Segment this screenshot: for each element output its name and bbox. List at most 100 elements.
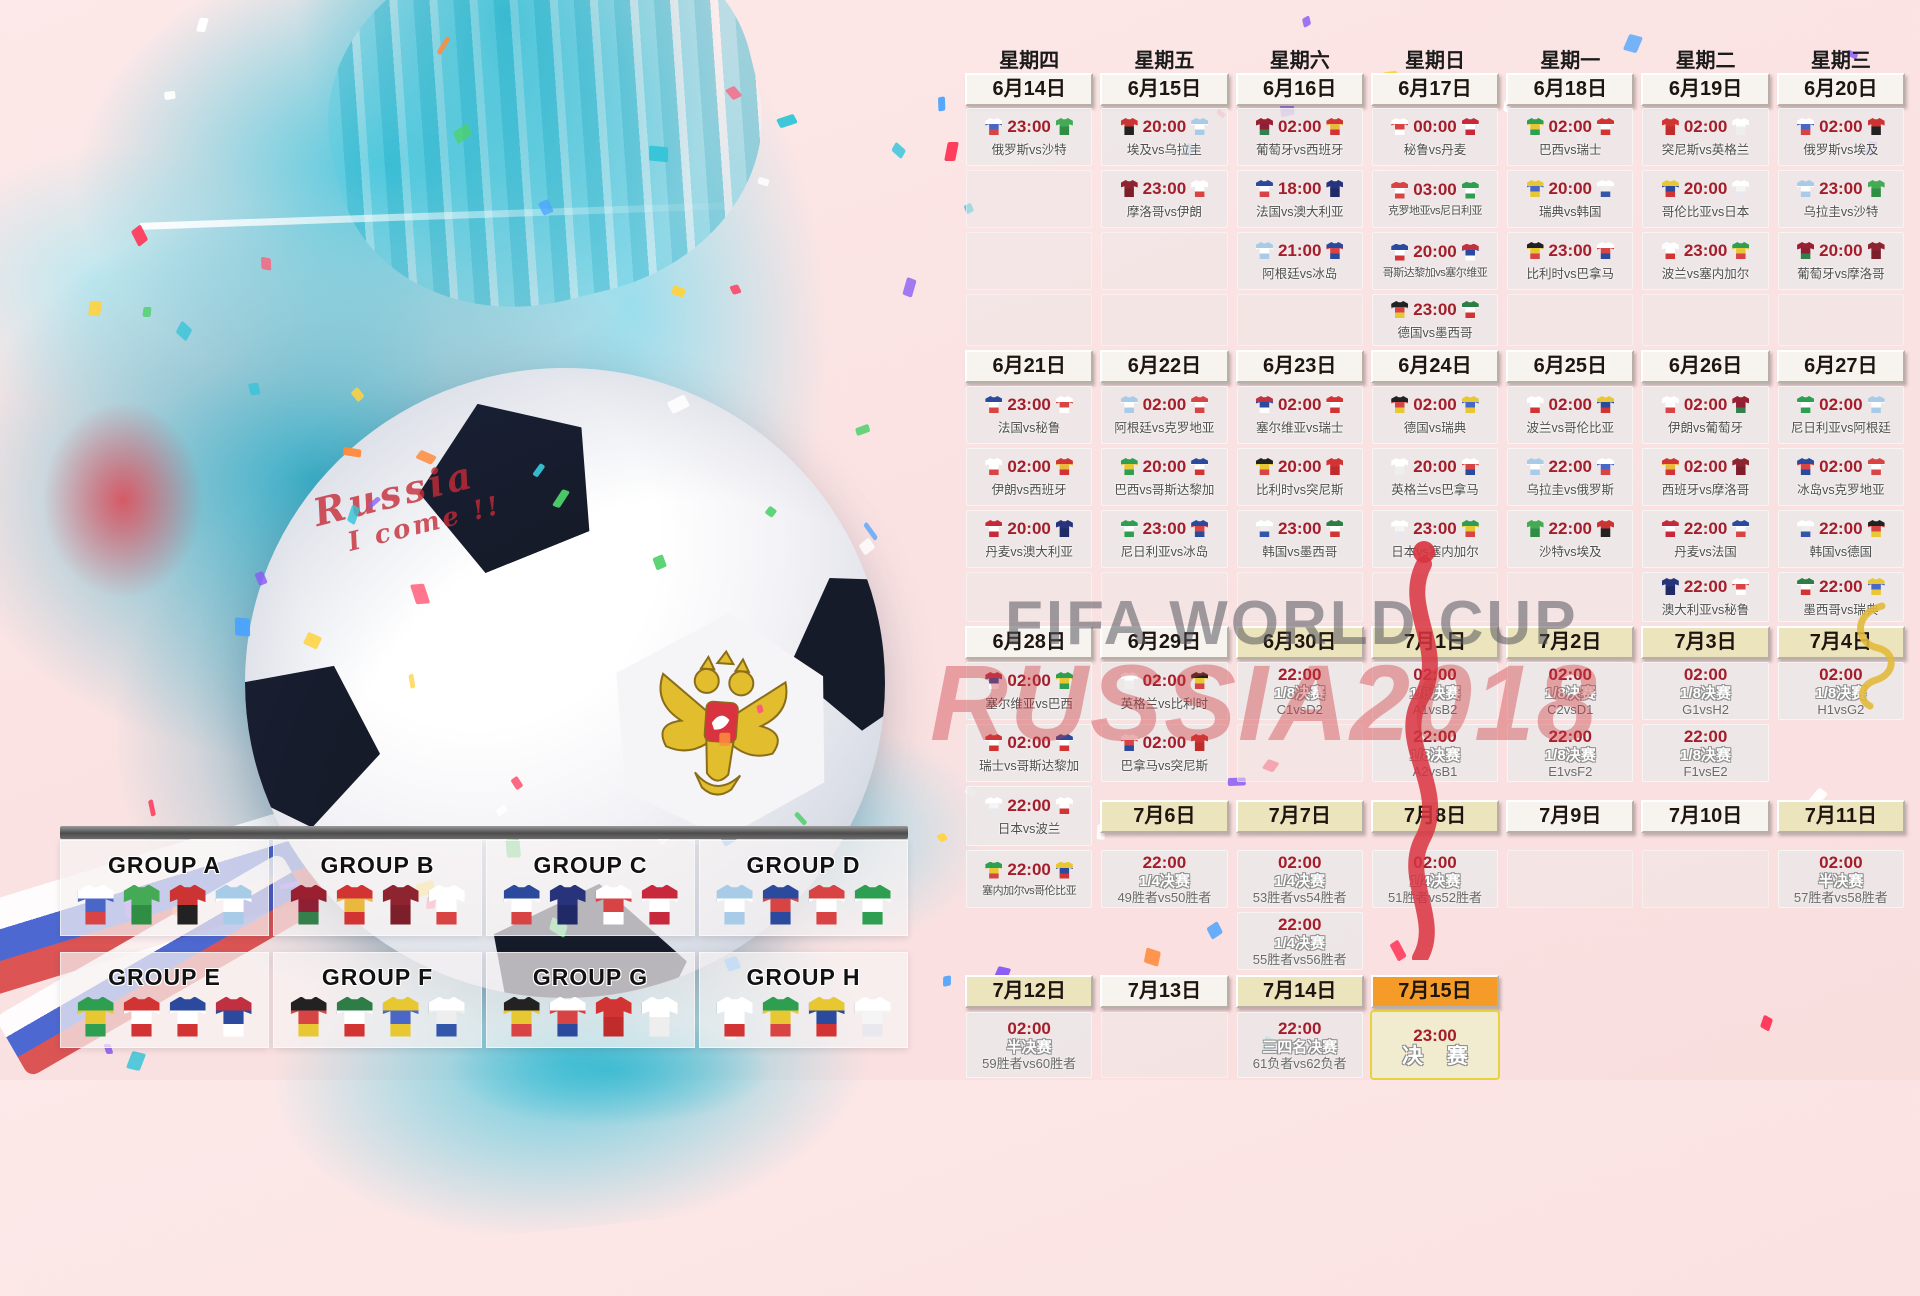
stage-label: 1/8决赛	[1815, 685, 1867, 702]
weekday-label: 星期二	[1675, 49, 1736, 72]
stage-label: 1/8决赛	[1274, 685, 1326, 702]
match-time-label: 02:00	[1683, 456, 1728, 476]
group-label: GROUP H	[746, 963, 861, 990]
match-cell: 02:00 德国vs瑞典	[1371, 386, 1499, 444]
match-time-label: 02:00	[1007, 456, 1051, 476]
match-cell: 22:00 澳大利亚vs秘鲁	[1642, 572, 1769, 622]
jersey-icon	[1120, 396, 1138, 413]
jersey-icon	[1526, 396, 1544, 413]
match-teams-label: 比利时vs巴拿马	[1526, 266, 1615, 281]
match-time-label: 22:00	[1548, 727, 1593, 746]
jersey-icon	[503, 996, 540, 1037]
jersey-icon	[1391, 520, 1409, 537]
match-teams-label: 日本vs塞内加尔	[1391, 544, 1479, 559]
jersey-icon	[1732, 242, 1750, 259]
jersey-icon	[1391, 301, 1409, 318]
match-time-label: 23:00	[1277, 518, 1322, 538]
knockout-cell: 02:00 1/8决赛 C2vsD1	[1507, 662, 1634, 720]
jersey-icon	[77, 996, 114, 1037]
date-cell: 6月24日	[1370, 349, 1500, 383]
match-row: 23:00	[1120, 179, 1209, 199]
match-row: 23:00	[1797, 178, 1885, 199]
jersey-icon	[716, 996, 753, 1037]
match-time-label: 02:00	[1413, 853, 1457, 872]
jersey-icon	[1661, 520, 1679, 537]
knockout-cell: 02:00 1/4决赛 53胜者vs54胜者	[1236, 850, 1363, 908]
match-row: 23:00	[1391, 519, 1479, 539]
jersey-icon	[595, 996, 632, 1037]
match-time-label: 20:00	[1548, 178, 1593, 198]
group-panel: GROUP G	[486, 952, 695, 1048]
stage-label: 半决赛	[1006, 1039, 1052, 1056]
jersey-icon	[1797, 180, 1815, 197]
stage-label: 决 赛	[1402, 1044, 1477, 1068]
jersey-icon	[1191, 734, 1209, 751]
match-row: 02:00	[1661, 394, 1750, 415]
jersey-icon	[1597, 396, 1615, 413]
jersey-icon	[1120, 180, 1138, 197]
match-time-label: 02:00	[1413, 665, 1457, 684]
jersey-icon	[1255, 242, 1273, 259]
match-time-label: 23:00	[1413, 1025, 1457, 1045]
pairing-label: 51胜者vs52胜者	[1388, 890, 1482, 905]
match-time-label: 22:00	[1277, 1019, 1322, 1038]
jersey-icon	[123, 996, 160, 1037]
match-cell: 22:00 韩国vs德国	[1777, 510, 1904, 568]
jersey-icon	[1797, 242, 1815, 259]
match-row: 02:00	[1797, 117, 1885, 137]
match-cell: 23:00 俄罗斯vs沙特	[966, 108, 1093, 166]
empty-cell	[1642, 294, 1769, 346]
date-cell: 6月16日	[1235, 72, 1364, 106]
jersey-icon	[1867, 578, 1885, 595]
match-teams-label: 秘鲁vs丹麦	[1403, 142, 1467, 157]
knockout-cell: 02:00 1/8决赛 H1vsG2	[1777, 662, 1904, 720]
match-time-label: 02:00	[1007, 1019, 1051, 1038]
empty-cell	[1777, 294, 1904, 346]
jersey-icon	[1326, 242, 1344, 259]
match-row: 02:00	[985, 456, 1073, 477]
weekday-label: 星期一	[1540, 49, 1601, 72]
jersey-icon	[1461, 396, 1479, 413]
jersey-icon	[1732, 118, 1750, 135]
jersey-icon	[985, 672, 1003, 689]
jersey-icon	[1597, 180, 1615, 197]
stage-label: 半决赛	[1818, 873, 1864, 890]
match-cell: 20:00 巴西vs哥斯达黎加	[1101, 448, 1228, 506]
group-panel: GROUP F	[273, 952, 482, 1048]
jersey-icon	[1055, 861, 1073, 879]
empty-cell	[1507, 572, 1634, 622]
pairing-label: 57胜者vs58胜者	[1793, 890, 1888, 905]
match-time-label: 02:00	[1683, 394, 1728, 414]
jersey-icon	[503, 884, 540, 925]
match-time-label: 20:00	[1277, 456, 1322, 476]
group-panel: GROUP C	[486, 840, 695, 936]
match-time-label: 21:00	[1277, 240, 1322, 260]
match-cell: 23:00 法国vs秘鲁	[966, 386, 1093, 444]
stage-label: 1/8决赛	[1680, 747, 1731, 764]
date-cell: 7月13日	[1100, 974, 1229, 1008]
date-cell: 6月14日	[965, 72, 1094, 106]
match-cell: 20:00 葡萄牙vs摩洛哥	[1777, 232, 1904, 290]
match-cell: 21:00 阿根廷vs冰岛	[1236, 232, 1363, 290]
match-time-label: 02:00	[1548, 394, 1593, 414]
match-row: 23:00	[1526, 241, 1615, 261]
match-cell: 02:00 阿根廷vs克罗地亚	[1101, 386, 1228, 444]
match-cell: 22:00 丹麦vs法国	[1642, 510, 1769, 568]
empty-cell	[966, 294, 1093, 346]
match-cell: 02:00 葡萄牙vs西班牙	[1236, 108, 1363, 166]
match-teams-label: 哥伦比亚vs日本	[1661, 204, 1750, 219]
match-cell: 02:00 波兰vs哥伦比亚	[1507, 386, 1634, 444]
match-teams-label: 摩洛哥vs伊朗	[1126, 204, 1202, 219]
date-cell: 6月22日	[1100, 349, 1229, 383]
schedule-calendar: 星期四 星期五 星期六 星期日 星期一 星期二 星期三 6月14日 6月15日 6月16日 6月17…	[965, 44, 1905, 1080]
match-row: 20:00	[1661, 179, 1750, 199]
match-row: 20:00	[1797, 241, 1885, 261]
match-row: 02:00	[1255, 117, 1344, 137]
date-cell: 6月26日	[1641, 349, 1770, 383]
jersey-icon	[1326, 458, 1344, 475]
match-teams-label: 突尼斯vs英格兰	[1661, 142, 1750, 157]
match-time-label: 23:00	[1819, 178, 1863, 198]
stage-label: 1/8决赛	[1680, 685, 1731, 702]
match-teams-label: 韩国vs墨西哥	[1262, 544, 1338, 559]
